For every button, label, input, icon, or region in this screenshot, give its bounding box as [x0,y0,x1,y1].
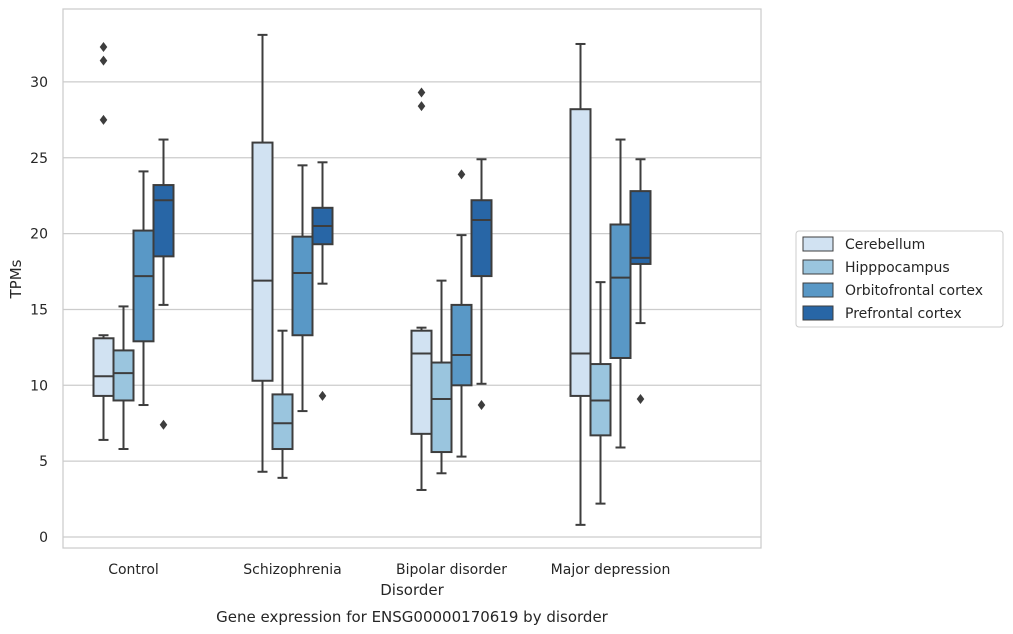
legend-swatch [802,236,834,252]
box [609,223,632,359]
x-tick-labels: Control Schizophrenia Bipolar disorder Majo… [108,562,670,578]
box [291,235,314,337]
y-tick-label: 15 [30,302,48,318]
box [450,303,473,387]
plot-frame [62,8,762,549]
box-group [589,281,612,505]
x-tick-label: Bipolar disorder [396,562,507,578]
box-group [569,42,592,526]
x-tick-label: Control [108,562,159,578]
outlier-point [457,169,466,180]
box [271,393,294,451]
chart-title: Gene expression for ENSG00000170619 by d… [216,608,609,626]
x-tick-label: Schizophrenia [243,562,341,578]
box [569,108,592,397]
y-axis-title: TPMs [7,259,25,299]
box-group [152,138,175,430]
box [430,361,453,454]
outlier-point [417,87,426,98]
box-group [430,279,453,475]
legend-label: Prefrontal cortex [845,306,962,322]
box-group [629,158,652,404]
y-tick-label: 30 [30,75,48,91]
y-tick-label: 0 [39,530,48,546]
box [251,141,274,382]
plot-background [63,9,761,548]
legend-label: Cerebellum [845,237,925,253]
box-group [132,170,155,407]
y-tick-label: 5 [39,454,48,470]
box [629,190,652,265]
box-group [470,158,493,411]
x-tick-label: Major depression [551,562,671,578]
legend-swatch [802,305,834,321]
box [132,229,155,343]
box-group [271,329,294,479]
outlier-point [99,114,108,125]
box-group [251,33,274,473]
outlier-point [159,419,168,430]
box [152,184,175,258]
box-group [609,138,632,449]
legend-frame [795,230,1004,328]
outlier-point [99,42,108,53]
box-group [92,42,115,441]
box-group [311,161,334,401]
box [112,349,135,402]
box-group [112,305,135,451]
box [470,199,493,278]
x-axis-title: Disorder [380,581,444,599]
legend-label: Orbitofrontal cortex [845,283,983,299]
outlier-point [99,55,108,66]
legend-label: Hipppocampus [845,260,950,276]
legend: Cerebellum Hipppocampus Orbitofrontal cort… [795,230,1004,328]
box-group [450,169,473,458]
box-group [291,164,314,413]
y-tick-label: 20 [30,227,48,243]
box [410,329,433,435]
y-tick-label: 25 [30,151,48,167]
outlier-point [477,400,486,411]
legend-swatch [802,282,834,298]
outlier-point [318,390,327,401]
legend-swatch [802,259,834,275]
box-groups [92,33,652,526]
outlier-point [417,101,426,112]
y-tick-labels: 0 5 10 15 20 25 30 [30,75,48,546]
outlier-point [636,393,645,404]
box [92,337,115,397]
y-tick-label: 10 [30,378,48,394]
